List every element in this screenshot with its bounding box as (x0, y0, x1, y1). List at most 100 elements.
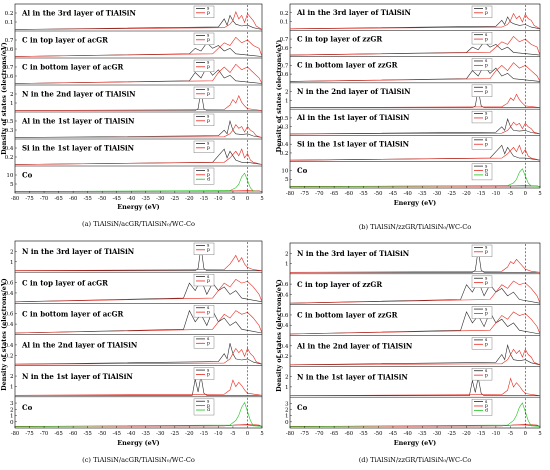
dos-panel: 0.4 0.2 Al in the 2nd layer of TiAlSiN sp (5, 334, 263, 365)
x-tick-label: -70 (315, 191, 323, 197)
legend: sp (193, 140, 215, 154)
y-tick-label: 0.6 (5, 312, 14, 318)
legend-box (193, 242, 215, 256)
series-line-p (289, 280, 541, 304)
legend-entry: d (207, 176, 210, 182)
legend-entry: p (207, 38, 210, 43)
y-tick-label: 5 (285, 177, 289, 183)
y-tick-label: 0.6 (5, 74, 14, 80)
legend-box (471, 5, 493, 19)
x-tick-label: 0 (246, 431, 249, 437)
y-tick-label: 1 (285, 98, 289, 104)
x-tick-label: -75 (25, 431, 33, 437)
x-tick-label: -10 (492, 431, 500, 437)
legend-box (471, 84, 493, 97)
legend-entry: p (485, 312, 488, 317)
dos-panel: 0.4 0.2 Al in the 2nd layer of TiAlSiN sp (280, 335, 541, 366)
x-tick-label: -50 (374, 431, 382, 437)
panel-label: Al in the 3rd layer of TiAlSiN (296, 8, 411, 17)
dos-panel: 0.2 0.1 Al in the 3rd layer of TiAlSiN sp (280, 5, 541, 30)
legend: sp (471, 32, 493, 45)
legend-entry: s (485, 85, 488, 90)
dos-panel: 0.7 0.6 C in top layer of acGR sp (5, 30, 263, 57)
legend-entry: s (207, 399, 210, 404)
series-line-p (289, 423, 541, 427)
series-line-p (289, 377, 541, 396)
x-tick-label: -5 (230, 196, 235, 202)
legend: sp (471, 337, 493, 350)
y-tick-label: 0.7 (280, 37, 289, 43)
x-tick-label: -55 (83, 196, 91, 202)
legend-entry: p (207, 279, 210, 284)
panel-label: N in the 2nd layer of TiAlSiN (22, 89, 136, 98)
x-tick-label: -45 (113, 196, 121, 202)
x-tick-label: -40 (403, 431, 411, 437)
series-line-d (289, 402, 541, 427)
legend-entry: s (485, 59, 488, 64)
legend-box (193, 367, 215, 380)
panel-label: Co (297, 403, 308, 412)
legend-entry: p (485, 250, 488, 255)
x-tick-label: -65 (330, 191, 338, 197)
legend-entry: p (207, 342, 210, 347)
x-tick-label: -55 (83, 431, 91, 437)
legend-box (471, 368, 493, 381)
x-tick-label: -25 (448, 191, 456, 197)
x-tick-label: -75 (301, 431, 309, 437)
y-tick-label: 3 (10, 401, 14, 407)
legend-entry: d (485, 172, 488, 178)
legend-box (193, 398, 215, 416)
legend-entry: s (485, 369, 488, 374)
dos-panel: 0.6 0.4 C in bottom layer of acGR sp (5, 303, 263, 334)
series-line-d (14, 172, 263, 192)
legend-entry: p (485, 37, 488, 42)
x-tick-label: -80 (11, 431, 19, 437)
x-tick-label: -10 (214, 196, 222, 202)
series-line-p (289, 121, 541, 135)
legend-box (193, 113, 215, 127)
x-tick-label: -15 (477, 191, 485, 197)
series-line-p (14, 310, 263, 334)
x-tick-label: -50 (98, 431, 106, 437)
x-tick-label: -30 (156, 196, 164, 202)
legend-entry: s (207, 142, 210, 147)
y-tick-label: 0.5 (280, 116, 289, 122)
plot-frame (14, 3, 263, 194)
x-tick-label: 0 (246, 196, 249, 202)
y-tick-label: 0 (10, 420, 14, 426)
y-tick-label: 0.2 (5, 11, 14, 17)
y-tick-label: 0.3 (5, 128, 14, 134)
legend-entry: d (485, 408, 488, 414)
dos-panel: 2 1 N in the 1st layer of TiAlSiN sp (10, 365, 263, 396)
y-tick-label: 0.4 (5, 291, 14, 297)
dos-panel: 2 1 N in the 1st layer of TiAlSiN sp (285, 366, 541, 397)
legend: sp (193, 305, 215, 318)
dos-panel: 0.2 0.1 Al in the 3rd layer of TiAlSiN sp (5, 5, 263, 30)
series-line-p (14, 379, 263, 396)
legend-box (193, 167, 215, 185)
legend-entry: p (485, 404, 488, 409)
series-line-s (15, 375, 262, 396)
x-tick-label: -65 (54, 431, 62, 437)
legend-entry: s (485, 33, 488, 38)
y-tick-label: 0.6 (5, 281, 14, 287)
x-tick-label: -40 (127, 196, 135, 202)
legend: spd (193, 167, 215, 185)
panel-label: C in bottom layer of acGR (22, 309, 123, 318)
y-tick-label: 0.1 (5, 20, 14, 26)
dos-panel: 0.6 0.4 C in top layer of zzGR sp (280, 273, 541, 304)
y-tick-label: 3 (285, 401, 289, 407)
x-tick-label: -15 (200, 196, 208, 202)
legend: sp (471, 58, 493, 71)
x-tick-label: -65 (54, 196, 62, 202)
x-tick-label: -30 (433, 191, 441, 197)
x-tick-label: -10 (492, 191, 500, 197)
y-tick-label: 0.2 (5, 353, 14, 359)
dos-panel: 0.7 0.6 C in top layer of zzGR sp (280, 30, 541, 56)
legend: sp (193, 242, 215, 256)
panel-label: N in the 3rd layer of TiAlSiN (22, 247, 135, 256)
dos-panel: 0.6 0.4 C in top layer of acGR sp (5, 271, 263, 303)
y-tick-label: 0.1 (280, 20, 289, 26)
legend-box (471, 110, 493, 124)
